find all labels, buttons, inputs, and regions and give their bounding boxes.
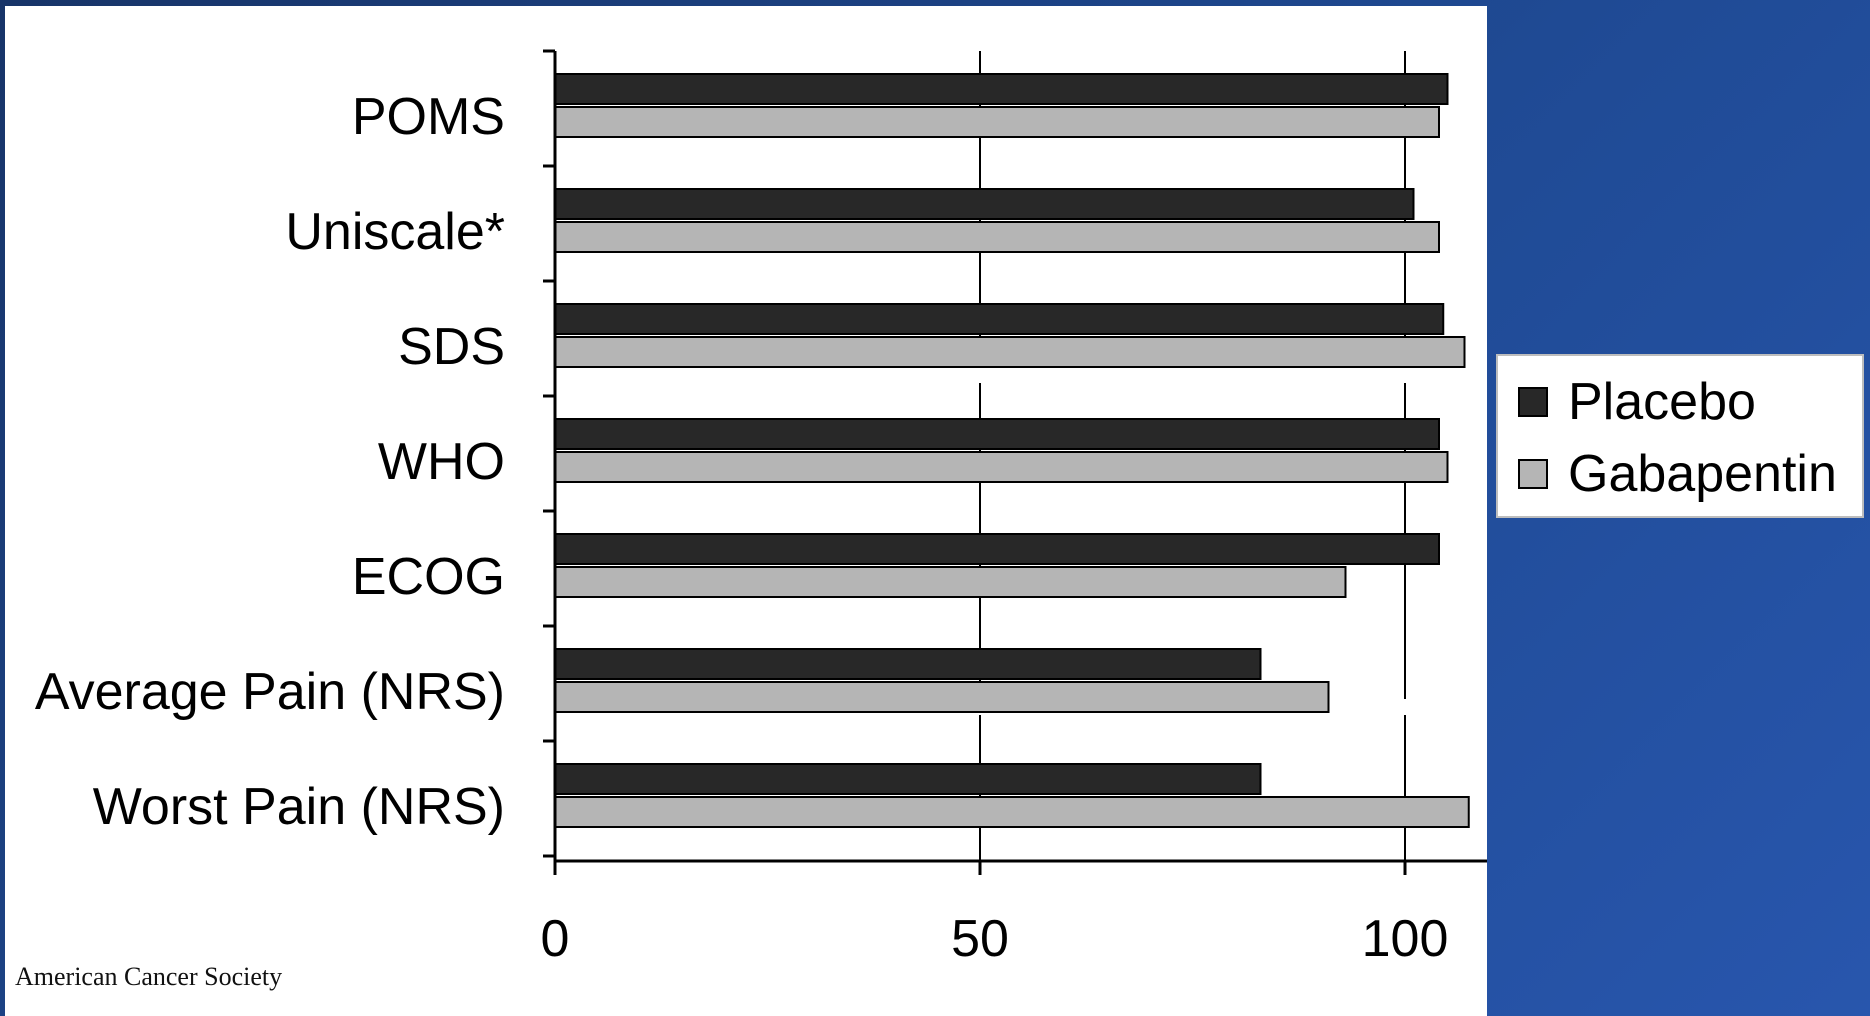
bar-placebo-1 (554, 188, 1415, 220)
category-label-4: ECOG (352, 548, 505, 606)
category-label-6: Worst Pain (NRS) (93, 778, 505, 836)
bar-chart: 0 50 100 POMS Uniscale* SDS WHO ECOG Average Pai… (35, 49, 1487, 968)
bar-placebo-4 (554, 533, 1440, 565)
bar-gabapentin-3 (554, 451, 1449, 483)
legend-swatch-placebo (1518, 387, 1548, 417)
x-tick-label-0: 0 (541, 910, 570, 968)
chart-panel: 0 50 100 POMS Uniscale* SDS WHO ECOG Average Pai… (5, 6, 1487, 1016)
chart-legend: Placebo Gabapentin (1496, 354, 1864, 518)
legend-label-placebo: Placebo (1568, 373, 1756, 431)
legend-item-gabapentin: Gabapentin (1518, 444, 1837, 504)
legend-label-gabapentin: Gabapentin (1568, 445, 1837, 503)
category-label-0: POMS (352, 88, 505, 146)
category-label-1: Uniscale* (285, 203, 505, 261)
axes (543, 49, 1487, 875)
bar-placebo-2 (554, 303, 1445, 335)
category-label-3: WHO (378, 433, 505, 491)
legend-item-placebo: Placebo (1518, 372, 1756, 432)
x-tick-label-100: 100 (1362, 910, 1449, 968)
bar-gabapentin-1 (554, 221, 1440, 253)
bar-gabapentin-5 (554, 681, 1330, 713)
bar-placebo-3 (554, 418, 1440, 450)
legend-swatch-gabapentin (1518, 459, 1548, 489)
category-label-2: SDS (398, 318, 505, 376)
bar-gabapentin-2 (554, 336, 1466, 368)
labels: 0 50 100 POMS Uniscale* SDS WHO ECOG Average Pai… (35, 88, 1449, 968)
bar-placebo-5 (554, 648, 1262, 680)
bars (554, 73, 1470, 828)
bar-placebo-0 (554, 73, 1449, 105)
x-tick-label-50: 50 (951, 910, 1009, 968)
bar-gabapentin-6 (554, 796, 1470, 828)
bar-gabapentin-4 (554, 566, 1347, 598)
category-label-5: Average Pain (NRS) (35, 663, 505, 721)
bar-placebo-6 (554, 763, 1262, 795)
credit-text: American Cancer Society (15, 962, 283, 991)
bar-gabapentin-0 (554, 106, 1440, 138)
